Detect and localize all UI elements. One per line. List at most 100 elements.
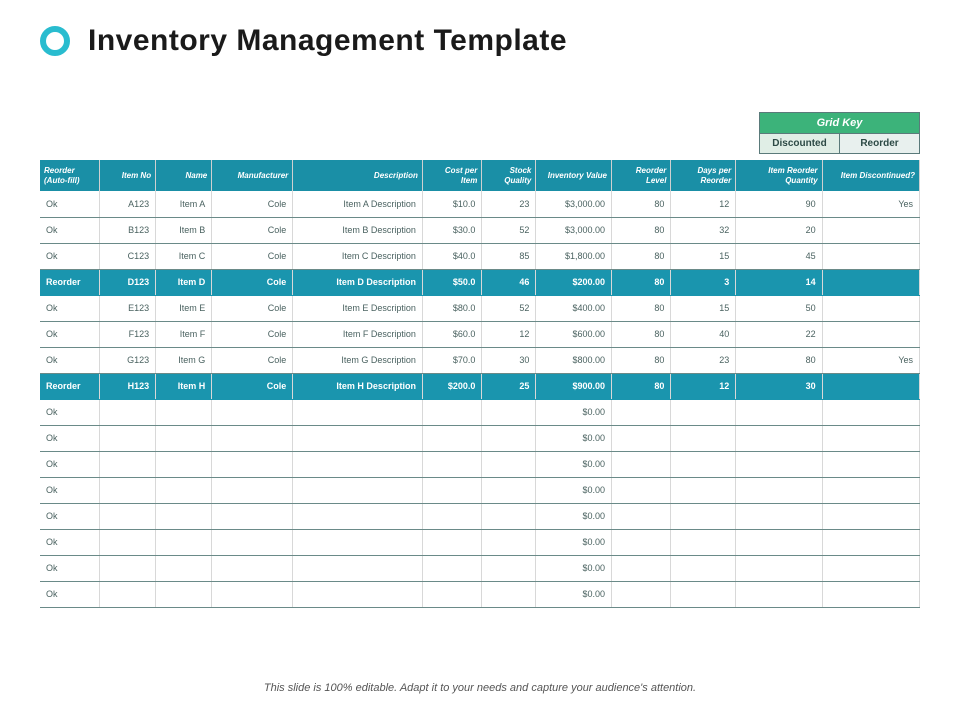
cell-stock	[482, 555, 536, 581]
cell-itemno	[99, 581, 155, 607]
cell-reorder: Reorder	[40, 373, 99, 399]
col-header-rqty: Item Reorder Quantity	[736, 160, 822, 191]
cell-invvalue: $800.00	[536, 347, 612, 373]
cell-name: Item E	[156, 295, 212, 321]
cell-disc	[822, 321, 919, 347]
cell-name: Item G	[156, 347, 212, 373]
cell-reorder: Ok	[40, 217, 99, 243]
grid-key-reorder: Reorder	[840, 134, 920, 154]
cell-stock: 52	[482, 295, 536, 321]
cell-rqty: 30	[736, 373, 822, 399]
cell-description: Item D Description	[293, 269, 423, 295]
cell-description: Item C Description	[293, 243, 423, 269]
cell-itemno: H123	[99, 373, 155, 399]
cell-cost: $30.0	[422, 217, 481, 243]
cell-rlevel: 80	[612, 269, 671, 295]
cell-manufacturer: Cole	[212, 295, 293, 321]
cell-invvalue: $0.00	[536, 425, 612, 451]
cell-rlevel: 80	[612, 295, 671, 321]
cell-cost	[422, 555, 481, 581]
cell-disc	[822, 399, 919, 425]
cell-rlevel	[612, 399, 671, 425]
cell-description	[293, 503, 423, 529]
cell-rlevel: 80	[612, 347, 671, 373]
cell-rlevel: 80	[612, 321, 671, 347]
cell-invvalue: $400.00	[536, 295, 612, 321]
table-row: Ok$0.00	[40, 581, 920, 607]
ring-icon	[40, 26, 70, 56]
cell-invvalue: $0.00	[536, 399, 612, 425]
cell-rlevel	[612, 503, 671, 529]
cell-cost	[422, 477, 481, 503]
cell-manufacturer	[212, 477, 293, 503]
col-header-invvalue: Inventory Value	[536, 160, 612, 191]
cell-itemno: B123	[99, 217, 155, 243]
cell-rqty: 50	[736, 295, 822, 321]
cell-reorder: Ok	[40, 295, 99, 321]
cell-name	[156, 581, 212, 607]
cell-name: Item F	[156, 321, 212, 347]
cell-itemno: F123	[99, 321, 155, 347]
col-header-cost: Cost per Item	[422, 160, 481, 191]
cell-itemno	[99, 503, 155, 529]
cell-name	[156, 425, 212, 451]
cell-rlevel	[612, 581, 671, 607]
cell-stock	[482, 503, 536, 529]
cell-manufacturer: Cole	[212, 373, 293, 399]
cell-invvalue: $3,000.00	[536, 191, 612, 217]
cell-reorder: Ok	[40, 191, 99, 217]
cell-days: 15	[671, 243, 736, 269]
cell-description: Item H Description	[293, 373, 423, 399]
cell-stock	[482, 451, 536, 477]
grid-key-discounted: Discounted	[760, 134, 840, 154]
cell-manufacturer	[212, 581, 293, 607]
cell-invvalue: $0.00	[536, 451, 612, 477]
cell-rqty: 14	[736, 269, 822, 295]
cell-invvalue: $3,000.00	[536, 217, 612, 243]
cell-manufacturer	[212, 399, 293, 425]
cell-name: Item A	[156, 191, 212, 217]
cell-disc	[822, 477, 919, 503]
cell-reorder: Ok	[40, 503, 99, 529]
col-header-manufacturer: Manufacturer	[212, 160, 293, 191]
table-row: Ok$0.00	[40, 555, 920, 581]
cell-days	[671, 529, 736, 555]
table-row: OkF123Item FColeItem F Description$60.01…	[40, 321, 920, 347]
cell-reorder: Ok	[40, 451, 99, 477]
cell-name	[156, 555, 212, 581]
cell-days	[671, 477, 736, 503]
table-row: OkE123Item EColeItem E Description$80.05…	[40, 295, 920, 321]
cell-name	[156, 477, 212, 503]
cell-invvalue: $0.00	[536, 477, 612, 503]
grid-key-header: Grid Key	[760, 113, 920, 134]
cell-disc: Yes	[822, 191, 919, 217]
cell-cost	[422, 529, 481, 555]
cell-invvalue: $1,800.00	[536, 243, 612, 269]
cell-disc	[822, 451, 919, 477]
cell-itemno: C123	[99, 243, 155, 269]
cell-description: Item E Description	[293, 295, 423, 321]
cell-stock: 85	[482, 243, 536, 269]
cell-description	[293, 451, 423, 477]
cell-stock	[482, 581, 536, 607]
cell-disc	[822, 243, 919, 269]
table-row: Ok $0.00	[40, 451, 920, 477]
cell-rqty	[736, 451, 822, 477]
cell-rqty	[736, 399, 822, 425]
cell-rqty	[736, 503, 822, 529]
cell-days: 40	[671, 321, 736, 347]
cell-invvalue: $900.00	[536, 373, 612, 399]
cell-disc	[822, 269, 919, 295]
table-header-row: Reorder (Auto-fill)Item NoNameManufactur…	[40, 160, 920, 191]
cell-cost: $70.0	[422, 347, 481, 373]
table-row: OkB123Item BColeItem B Description$30.05…	[40, 217, 920, 243]
cell-reorder: Ok	[40, 529, 99, 555]
cell-manufacturer: Cole	[212, 243, 293, 269]
cell-manufacturer: Cole	[212, 191, 293, 217]
cell-rlevel	[612, 477, 671, 503]
cell-cost: $50.0	[422, 269, 481, 295]
cell-days: 15	[671, 295, 736, 321]
cell-disc	[822, 555, 919, 581]
cell-rqty	[736, 425, 822, 451]
cell-stock: 52	[482, 217, 536, 243]
